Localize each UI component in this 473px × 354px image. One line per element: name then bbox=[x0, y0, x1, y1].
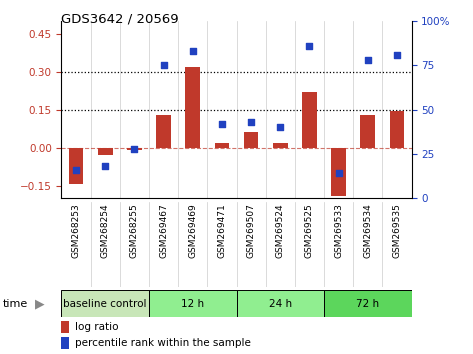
Bar bbox=[302, 92, 317, 148]
Text: GDS3642 / 20569: GDS3642 / 20569 bbox=[61, 12, 179, 25]
Bar bbox=[185, 67, 200, 148]
Point bbox=[101, 164, 109, 169]
Text: GSM269507: GSM269507 bbox=[246, 204, 255, 258]
FancyBboxPatch shape bbox=[324, 290, 412, 317]
Point bbox=[189, 48, 197, 54]
Point bbox=[247, 119, 255, 125]
Text: GSM268253: GSM268253 bbox=[71, 204, 80, 258]
Point bbox=[393, 52, 401, 58]
Bar bbox=[61, 337, 69, 349]
Text: baseline control: baseline control bbox=[63, 298, 147, 309]
Text: GSM269469: GSM269469 bbox=[188, 204, 197, 258]
Point bbox=[72, 167, 80, 173]
Bar bbox=[215, 143, 229, 148]
Text: GSM269533: GSM269533 bbox=[334, 204, 343, 258]
Text: log ratio: log ratio bbox=[75, 322, 118, 332]
Text: GSM268255: GSM268255 bbox=[130, 204, 139, 258]
Text: GSM269534: GSM269534 bbox=[363, 204, 372, 258]
Bar bbox=[69, 148, 83, 184]
Point bbox=[364, 57, 372, 63]
FancyBboxPatch shape bbox=[61, 290, 149, 317]
Bar bbox=[98, 148, 113, 155]
Bar bbox=[390, 111, 404, 148]
Text: GSM269535: GSM269535 bbox=[393, 204, 402, 258]
Text: GSM269467: GSM269467 bbox=[159, 204, 168, 258]
Text: ▶: ▶ bbox=[35, 297, 45, 310]
Bar bbox=[360, 115, 375, 148]
Text: GSM269524: GSM269524 bbox=[276, 204, 285, 258]
Text: time: time bbox=[2, 298, 27, 309]
Text: 72 h: 72 h bbox=[356, 298, 379, 309]
Point bbox=[218, 121, 226, 127]
Point bbox=[131, 146, 138, 152]
Bar bbox=[127, 148, 142, 150]
Bar bbox=[273, 143, 288, 148]
Bar bbox=[331, 148, 346, 196]
FancyBboxPatch shape bbox=[236, 290, 324, 317]
FancyBboxPatch shape bbox=[149, 290, 236, 317]
Point bbox=[160, 63, 167, 68]
Bar bbox=[244, 132, 258, 148]
Point bbox=[306, 43, 313, 49]
Text: 24 h: 24 h bbox=[269, 298, 292, 309]
Point bbox=[276, 125, 284, 130]
Text: percentile rank within the sample: percentile rank within the sample bbox=[75, 338, 251, 348]
Text: 12 h: 12 h bbox=[181, 298, 204, 309]
Bar bbox=[156, 115, 171, 148]
Point bbox=[335, 171, 342, 176]
Bar bbox=[61, 321, 69, 333]
Text: GSM268254: GSM268254 bbox=[101, 204, 110, 258]
Text: GSM269471: GSM269471 bbox=[218, 204, 227, 258]
Text: GSM269525: GSM269525 bbox=[305, 204, 314, 258]
